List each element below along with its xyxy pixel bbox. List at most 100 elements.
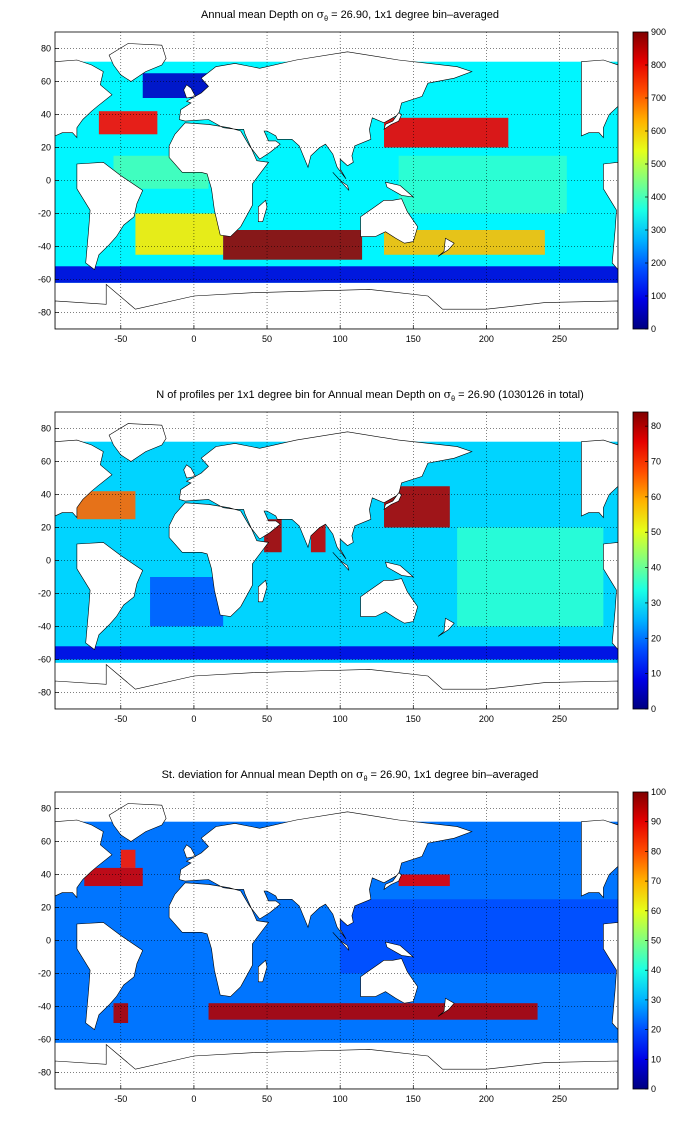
colorbar-tick-label: 0 xyxy=(651,1084,656,1094)
data-region xyxy=(223,230,363,260)
x-tick-label: 50 xyxy=(262,714,272,724)
colorbar-tick-label: 30 xyxy=(651,995,661,1005)
coastline xyxy=(383,872,402,891)
y-tick-label: 80 xyxy=(41,804,51,814)
y-tick-label: 80 xyxy=(41,424,51,434)
y-tick-label: -40 xyxy=(38,242,51,252)
coastline xyxy=(108,803,167,842)
coastline xyxy=(183,464,196,479)
colorbar-tick-label: 90 xyxy=(651,817,661,827)
colorbar-tick-label: 70 xyxy=(651,457,661,467)
coastline xyxy=(360,198,419,244)
y-tick-label: 20 xyxy=(41,903,51,913)
coastline xyxy=(437,617,455,637)
data-region xyxy=(150,577,224,627)
y-tick-label: -80 xyxy=(38,308,51,318)
y-tick-label: -60 xyxy=(38,655,51,665)
coastline xyxy=(360,578,419,624)
colorbar-tick-label: 0 xyxy=(651,704,656,714)
y-tick-label: 0 xyxy=(46,936,51,946)
coastline xyxy=(55,819,113,899)
colorbar-tick-label: 100 xyxy=(651,291,666,301)
y-tick-label: 40 xyxy=(41,870,51,880)
coastline xyxy=(257,199,268,222)
x-tick-label: 100 xyxy=(333,334,348,344)
coastline xyxy=(437,997,455,1017)
y-tick-label: -60 xyxy=(38,1035,51,1045)
colorbar-tick-label: 0 xyxy=(651,324,656,334)
coastline xyxy=(55,663,618,709)
data-region xyxy=(135,213,224,255)
coastline xyxy=(55,439,113,519)
x-tick-label: 50 xyxy=(262,1094,272,1104)
coastline xyxy=(385,181,415,198)
x-tick-label: 0 xyxy=(191,334,196,344)
coastline xyxy=(385,941,415,958)
coastline xyxy=(108,423,167,462)
data-region xyxy=(398,874,450,887)
y-tick-label: 20 xyxy=(41,523,51,533)
y-tick-label: 60 xyxy=(41,77,51,87)
y-tick-label: -40 xyxy=(38,622,51,632)
x-tick-label: 250 xyxy=(552,1094,567,1104)
coastline xyxy=(55,59,113,139)
colorbar-tick-label: 50 xyxy=(651,936,661,946)
coastline xyxy=(383,112,402,131)
y-tick-label: -20 xyxy=(38,969,51,979)
x-tick-label: 150 xyxy=(406,1094,421,1104)
y-tick-label: -40 xyxy=(38,1002,51,1012)
plot-area xyxy=(55,32,618,329)
x-tick-label: 0 xyxy=(191,714,196,724)
x-tick-label: 150 xyxy=(406,714,421,724)
coastline xyxy=(332,552,350,571)
x-tick-label: 250 xyxy=(552,334,567,344)
y-tick-label: -60 xyxy=(38,275,51,285)
x-tick-label: 150 xyxy=(406,334,421,344)
colorbar-tick-label: 400 xyxy=(651,192,666,202)
x-tick-label: -50 xyxy=(114,334,127,344)
data-region xyxy=(98,111,158,135)
colorbar-tick-label: 80 xyxy=(651,846,661,856)
coastline xyxy=(55,283,618,329)
coastline xyxy=(76,161,144,271)
colorbar xyxy=(632,411,649,710)
y-tick-label: -80 xyxy=(38,1068,51,1078)
colorbar-tick-label: 500 xyxy=(651,159,666,169)
colorbar-tick-label: 60 xyxy=(651,492,661,502)
x-tick-label: -50 xyxy=(114,714,127,724)
coastline xyxy=(108,43,167,82)
x-tick-label: 100 xyxy=(333,714,348,724)
y-tick-label: 60 xyxy=(41,457,51,467)
coastline xyxy=(183,844,196,859)
coastline xyxy=(55,1043,618,1089)
colorbar-tick-label: 50 xyxy=(651,527,661,537)
colorbar-tick-label: 20 xyxy=(651,633,661,643)
data-region xyxy=(113,1003,129,1023)
colorbar xyxy=(632,31,649,330)
y-tick-label: 60 xyxy=(41,837,51,847)
coastline xyxy=(76,542,144,651)
y-tick-label: -20 xyxy=(38,589,51,599)
coastline xyxy=(168,431,473,617)
data-region xyxy=(384,117,509,148)
panel-n-of-profiles: N of profiles per 1x1 degree bin for Ann… xyxy=(38,388,661,724)
colorbar-tick-label: 800 xyxy=(651,60,666,70)
y-tick-label: 20 xyxy=(41,143,51,153)
colorbar-tick-label: 900 xyxy=(651,27,666,37)
coastline xyxy=(581,59,618,139)
x-tick-label: 100 xyxy=(333,1094,348,1104)
x-tick-label: 0 xyxy=(191,1094,196,1104)
data-region xyxy=(457,527,604,627)
coastline xyxy=(360,958,419,1004)
y-tick-label: 0 xyxy=(46,556,51,566)
colorbar-tick-label: 300 xyxy=(651,225,666,235)
data-region xyxy=(120,849,136,868)
x-tick-label: 200 xyxy=(479,714,494,724)
data-region xyxy=(84,867,143,887)
y-tick-label: 40 xyxy=(41,490,51,500)
colorbar-tick-label: 10 xyxy=(651,1054,661,1064)
coastline xyxy=(383,492,402,511)
coastline xyxy=(76,922,144,1031)
x-tick-label: 250 xyxy=(552,714,567,724)
